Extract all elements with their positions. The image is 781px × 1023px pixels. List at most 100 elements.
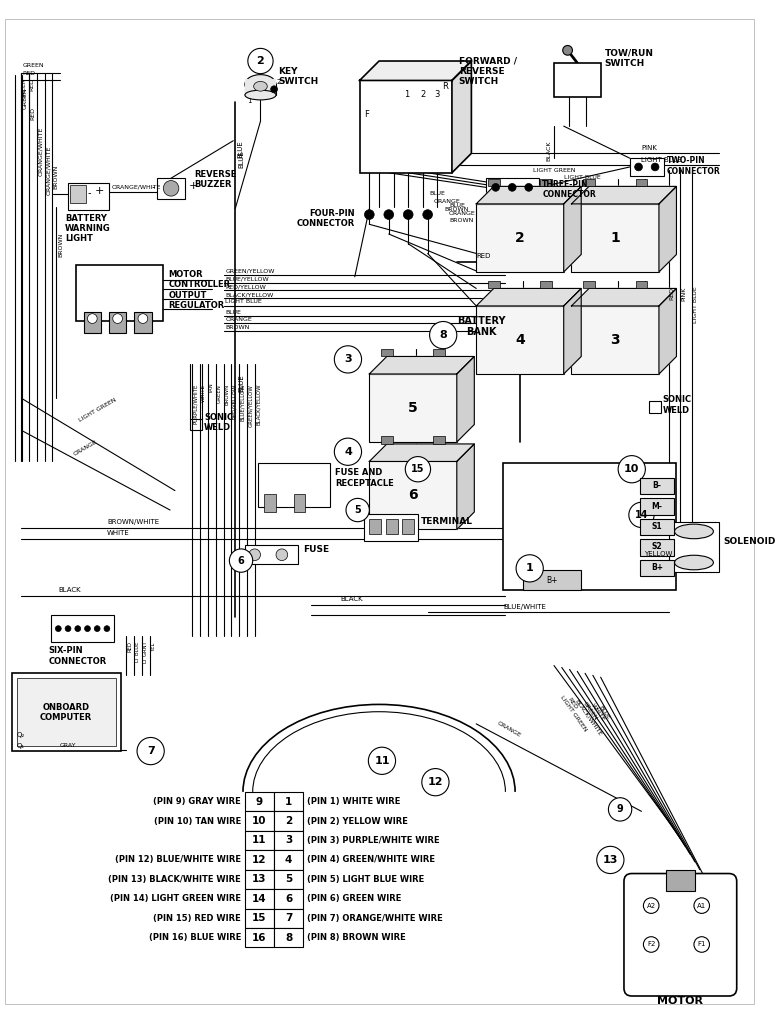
Text: F2: F2 [647, 941, 655, 947]
Bar [245, 831, 274, 850]
Circle shape [65, 626, 71, 631]
Text: YEL: YEL [151, 641, 155, 651]
Bar [191, 418, 202, 431]
Circle shape [694, 898, 709, 914]
Text: (PIN 8) BROWN WIRE: (PIN 8) BROWN WIRE [307, 933, 406, 942]
Circle shape [138, 314, 148, 323]
Ellipse shape [675, 555, 713, 570]
Bar [640, 519, 673, 535]
Bar [476, 306, 564, 374]
Bar [245, 889, 274, 908]
Bar [504, 463, 676, 589]
Text: 6: 6 [408, 488, 418, 502]
Text: B+: B+ [651, 563, 663, 572]
Bar [572, 306, 659, 374]
Bar [245, 792, 274, 811]
Text: (PIN 3) PURPLE/WHITE WIRE: (PIN 3) PURPLE/WHITE WIRE [307, 836, 440, 845]
Circle shape [492, 183, 500, 191]
Text: ORANGE: ORANGE [226, 317, 252, 322]
Text: 3: 3 [611, 332, 620, 347]
Bar [583, 179, 595, 186]
Bar [583, 280, 595, 288]
Text: 1: 1 [526, 564, 533, 573]
Text: WHITE: WHITE [201, 384, 206, 402]
Circle shape [644, 937, 659, 952]
Text: GREEN: GREEN [21, 78, 27, 99]
Text: BROWN: BROWN [53, 165, 59, 189]
Text: ONBOARD
COMPUTER: ONBOARD COMPUTER [40, 703, 92, 722]
Bar [274, 792, 303, 811]
Bar [158, 178, 184, 199]
Bar [109, 312, 127, 333]
Text: BLUE/YELLOW: BLUE/YELLOW [226, 276, 269, 281]
Circle shape [651, 163, 659, 171]
Text: 2: 2 [420, 90, 426, 99]
Text: BLUE/YELLOW: BLUE/YELLOW [240, 384, 245, 421]
Bar [402, 519, 414, 534]
Text: RED/YELLOW: RED/YELLOW [232, 384, 237, 419]
Circle shape [405, 456, 430, 482]
Text: (PIN 6) GREEN WIRE: (PIN 6) GREEN WIRE [307, 894, 401, 903]
Text: (PIN 15) RED WIRE: (PIN 15) RED WIRE [153, 914, 241, 923]
Text: SOLENOID: SOLENOID [723, 537, 776, 545]
Bar [245, 80, 276, 95]
Bar [386, 519, 398, 534]
Polygon shape [457, 444, 474, 530]
Text: SONIC
WELD: SONIC WELD [663, 395, 692, 414]
Text: WHITE: WHITE [107, 530, 130, 536]
Text: (PIN 1) WHITE WIRE: (PIN 1) WHITE WIRE [307, 797, 401, 806]
Text: RED: RED [127, 641, 132, 652]
Bar [486, 178, 540, 197]
Bar [636, 280, 647, 288]
Bar [274, 928, 303, 947]
Text: ORANGE: ORANGE [73, 439, 98, 456]
FancyBboxPatch shape [624, 874, 736, 996]
Circle shape [694, 937, 709, 952]
Text: LIGHT BLUE: LIGHT BLUE [564, 175, 601, 180]
Bar [640, 498, 673, 515]
Text: B+: B+ [546, 576, 558, 584]
Polygon shape [572, 288, 676, 306]
Text: 15: 15 [252, 914, 267, 923]
Bar [258, 463, 330, 507]
Text: 1: 1 [404, 90, 409, 99]
Circle shape [276, 549, 287, 561]
Text: RED: RED [23, 71, 35, 76]
Text: KEY
SWITCH: KEY SWITCH [278, 66, 318, 86]
Text: 10: 10 [624, 464, 640, 475]
Polygon shape [659, 186, 676, 272]
Text: 9: 9 [617, 804, 623, 814]
Text: (PIN 7) ORANGE/WHITE WIRE: (PIN 7) ORANGE/WHITE WIRE [307, 914, 443, 923]
Text: 12: 12 [252, 855, 267, 864]
Text: 14: 14 [635, 509, 648, 520]
Text: A1: A1 [697, 902, 706, 908]
Text: LT BLUE: LT BLUE [135, 641, 140, 662]
Bar [274, 831, 303, 850]
Text: BLUE/WHITE: BLUE/WHITE [504, 605, 546, 610]
Bar [68, 182, 109, 210]
Circle shape [87, 314, 97, 323]
Bar [640, 539, 673, 555]
Text: 14: 14 [252, 894, 267, 903]
Polygon shape [369, 444, 474, 461]
Text: SONIC
WELD: SONIC WELD [204, 413, 234, 433]
Text: 3: 3 [435, 90, 440, 99]
Text: 16: 16 [252, 933, 267, 942]
Text: PINK: PINK [681, 286, 686, 301]
Text: FUSE AND
RECEPTACLE: FUSE AND RECEPTACLE [335, 469, 394, 488]
Text: (PIN 10) TAN WIRE: (PIN 10) TAN WIRE [154, 816, 241, 826]
Circle shape [104, 626, 110, 631]
Text: RED: RED [567, 697, 578, 710]
Text: 2: 2 [285, 816, 292, 826]
Text: (PIN 14) LIGHT GREEN WIRE: (PIN 14) LIGHT GREEN WIRE [110, 894, 241, 903]
Text: 11: 11 [374, 756, 390, 766]
Text: 1: 1 [285, 797, 292, 806]
Text: 8: 8 [285, 933, 292, 942]
Polygon shape [659, 288, 676, 374]
Circle shape [55, 626, 61, 631]
Text: PINK: PINK [641, 145, 658, 151]
Circle shape [346, 498, 369, 522]
Text: BLUE: BLUE [226, 310, 241, 315]
Circle shape [334, 346, 362, 373]
Text: BROWN: BROWN [449, 218, 473, 223]
